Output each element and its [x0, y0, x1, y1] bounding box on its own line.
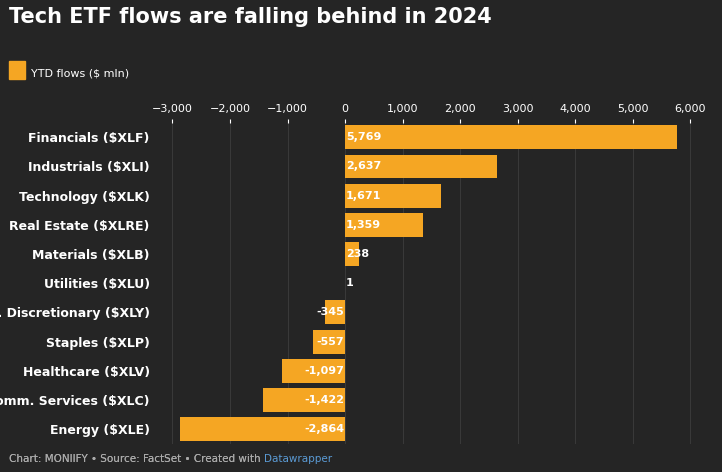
Text: 1,671: 1,671 — [346, 191, 381, 201]
Bar — [313, 329, 345, 354]
Text: Datawrapper: Datawrapper — [264, 454, 332, 464]
Text: 2,637: 2,637 — [346, 161, 381, 171]
Bar — [345, 126, 677, 149]
Bar — [264, 388, 345, 412]
Text: Chart: MONIIFY • Source: FactSet • Created with: Chart: MONIIFY • Source: FactSet • Creat… — [9, 454, 264, 464]
Bar — [345, 213, 423, 237]
Bar — [345, 184, 441, 208]
Text: 1: 1 — [346, 278, 354, 288]
Bar — [345, 154, 497, 178]
Text: 1,359: 1,359 — [346, 220, 381, 230]
Bar — [180, 417, 345, 441]
Text: -2,864: -2,864 — [304, 424, 344, 434]
Text: Chart: MONIIFY • Source: FactSet • Created with: Chart: MONIIFY • Source: FactSet • Creat… — [9, 454, 264, 464]
Text: YTD flows ($ mln): YTD flows ($ mln) — [31, 68, 129, 78]
Text: -1,097: -1,097 — [305, 366, 344, 376]
Bar — [325, 300, 345, 324]
Text: 238: 238 — [346, 249, 369, 259]
Text: -1,422: -1,422 — [304, 395, 344, 405]
Bar — [345, 242, 359, 266]
Text: 5,769: 5,769 — [346, 132, 381, 143]
Text: -345: -345 — [316, 307, 344, 317]
Text: -557: -557 — [317, 337, 344, 346]
Text: Tech ETF flows are falling behind in 2024: Tech ETF flows are falling behind in 202… — [9, 7, 492, 27]
Bar — [282, 359, 345, 383]
